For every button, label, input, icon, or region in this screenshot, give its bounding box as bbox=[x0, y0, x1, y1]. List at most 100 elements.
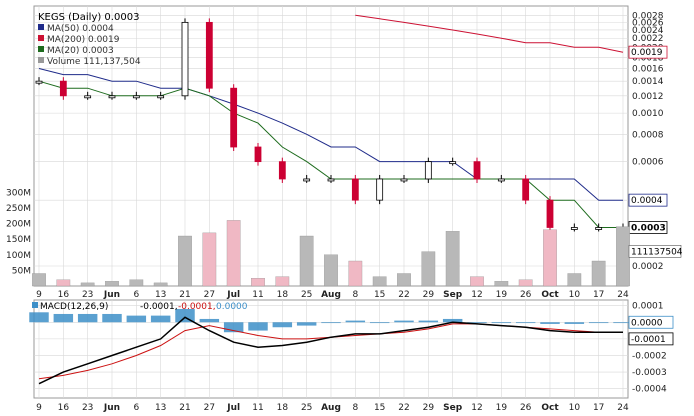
x-tick-label-top: 21 bbox=[179, 290, 190, 300]
macd-histogram-bar bbox=[418, 320, 439, 323]
x-tick-label-bottom: 13 bbox=[155, 403, 166, 413]
price-tick-label: 0.0014 bbox=[632, 77, 664, 87]
x-tick-label-top: 18 bbox=[277, 290, 289, 300]
macd-value-tag bbox=[628, 315, 674, 329]
price-candle bbox=[230, 87, 238, 148]
legend-ma200: MA(200) 0.0019 bbox=[47, 35, 120, 45]
x-tick-label-top: 13 bbox=[155, 290, 166, 300]
x-axis-top: 9 16 23 Jun 6 13 21 27 Jul 11 18 25 Aug 8 15 22 29 Sep 12 1… bbox=[36, 290, 629, 300]
volume-bar bbox=[56, 279, 71, 287]
x-tick-label-bottom: 9 bbox=[36, 403, 42, 413]
volume-bar bbox=[445, 231, 460, 287]
x-tick-label-top: 11 bbox=[252, 290, 263, 300]
x-tick-label-top: 10 bbox=[569, 290, 581, 300]
volume-bar bbox=[616, 226, 630, 287]
macd-histogram-bar bbox=[613, 322, 633, 324]
price-candle bbox=[84, 95, 92, 99]
macd-value-tag-text: -0.0001 bbox=[631, 335, 666, 345]
volume-tick-label: 150M bbox=[6, 235, 31, 245]
legend-macd-hist: 0.0000 bbox=[216, 302, 248, 312]
macd-tick-label: 0.0001 bbox=[632, 302, 664, 312]
macd-tick-label: -0.0003 bbox=[632, 368, 667, 378]
x-tick-label-top: 29 bbox=[423, 290, 435, 300]
macd-histogram-bar bbox=[53, 313, 74, 323]
volume-bar bbox=[397, 273, 411, 287]
price-tick-label: 0.0028 bbox=[632, 11, 664, 21]
macd-histogram-bar bbox=[491, 322, 512, 324]
macd-line bbox=[38, 316, 623, 385]
volume-bar bbox=[348, 260, 363, 287]
macd-histogram-bar bbox=[77, 313, 98, 323]
price-tick-label: 0.0016 bbox=[632, 64, 664, 74]
x-tick-label-bottom: 12 bbox=[471, 403, 482, 413]
legend-macd-name: MACD(12,26,9) bbox=[40, 302, 108, 312]
volume-panel: 300M 250M 200M 150M 100M 50M 111137504 bbox=[6, 188, 683, 287]
volume-bar bbox=[591, 260, 606, 287]
price-tag-ma50-text: 0.0004 bbox=[631, 196, 663, 206]
price-candle bbox=[205, 21, 213, 89]
price-candle bbox=[400, 178, 408, 182]
x-tick-label-top: 16 bbox=[58, 290, 70, 300]
ma200-swatch bbox=[38, 35, 44, 41]
x-tick-label-bottom: 18 bbox=[277, 403, 289, 413]
volume-bar bbox=[153, 282, 168, 287]
x-tick-label-bottom: Aug bbox=[321, 403, 341, 413]
price-candle bbox=[35, 80, 43, 84]
macd-value-tag bbox=[628, 332, 674, 346]
x-tick-label-top: 9 bbox=[36, 290, 42, 300]
x-tick-label-top: 8 bbox=[352, 290, 358, 300]
volume-bar bbox=[105, 281, 119, 287]
price-panel: 0.00280.00260.00240.00220.00200.00180.00… bbox=[33, 5, 668, 287]
macd-histogram-bar bbox=[175, 308, 195, 323]
x-tick-label-top: 15 bbox=[374, 290, 385, 300]
price-candle bbox=[327, 178, 335, 182]
volume-value-tag bbox=[628, 245, 682, 258]
legend-ma20: MA(20) 0.0003 bbox=[47, 46, 114, 56]
macd-histogram-bar bbox=[442, 318, 463, 323]
price-tick-label: 0.0024 bbox=[632, 26, 664, 36]
x-tick-label-bottom: 17 bbox=[593, 403, 604, 413]
x-tick-label-bottom: 15 bbox=[374, 403, 385, 413]
macd-histogram-bar bbox=[540, 322, 560, 324]
volume-tick-label: 300M bbox=[6, 188, 31, 198]
macd-swatch bbox=[32, 302, 38, 308]
x-tick-label-top: 6 bbox=[133, 290, 139, 300]
price-candle bbox=[181, 21, 189, 97]
price-tag-ma200-text: 0.0019 bbox=[631, 48, 663, 58]
x-tick-label-top: Oct bbox=[541, 290, 559, 300]
price-tick-label: 0.0012 bbox=[632, 92, 664, 102]
x-tick-label-bottom: 21 bbox=[179, 403, 190, 413]
x-tick-label-top: 24 bbox=[617, 290, 629, 300]
legend-ma50: MA(50) 0.0004 bbox=[47, 24, 114, 34]
volume-bar bbox=[518, 279, 533, 287]
volume-bar bbox=[129, 279, 144, 287]
x-tick-label-bottom: 25 bbox=[301, 403, 312, 413]
volume-tick-label: 200M bbox=[6, 220, 31, 230]
price-candle bbox=[570, 227, 578, 230]
x-tick-label-bottom: 23 bbox=[82, 403, 93, 413]
price-candle bbox=[59, 80, 67, 97]
x-tick-label-bottom: Jul bbox=[226, 403, 240, 413]
volume-bar bbox=[80, 282, 95, 287]
macd-histogram-bar bbox=[345, 320, 366, 323]
x-tick-label-bottom: 24 bbox=[617, 403, 629, 413]
x-tick-label-bottom: 11 bbox=[252, 403, 263, 413]
ma50-swatch bbox=[38, 24, 44, 30]
macd-histogram-bar bbox=[150, 315, 171, 323]
price-tick-label: 0.0026 bbox=[632, 18, 664, 28]
macd-histogram-bar bbox=[126, 315, 147, 323]
price-candle bbox=[254, 146, 262, 163]
price-tag-ma200 bbox=[628, 45, 668, 59]
macd-histogram-bar bbox=[223, 322, 244, 333]
x-tick-label-bottom: 10 bbox=[569, 403, 581, 413]
volume-bar bbox=[275, 276, 290, 287]
price-tick-label: 0.0006 bbox=[632, 158, 664, 168]
macd-panel: 0.0001 0.0000 -0.0001 -0.0002 -0.0003 -0.0004… bbox=[29, 299, 674, 399]
volume-bar bbox=[372, 276, 387, 287]
volume-bar bbox=[178, 235, 192, 287]
price-candle bbox=[595, 227, 603, 230]
legend-macd-value: -0.0001, bbox=[140, 302, 178, 312]
macd-histogram-bar bbox=[588, 322, 609, 324]
macd-tick-label: -0.0002 bbox=[632, 351, 667, 361]
